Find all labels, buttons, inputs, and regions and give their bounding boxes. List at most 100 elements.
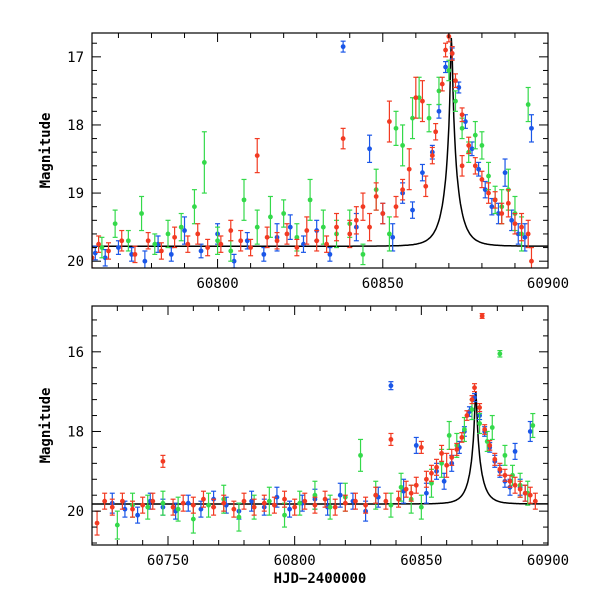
data-point-red-46	[472, 383, 478, 393]
point-marker	[424, 476, 429, 482]
data-point-blue-17	[327, 246, 333, 262]
point-marker	[476, 166, 482, 172]
point-marker	[426, 115, 432, 121]
point-marker	[444, 462, 450, 468]
x-tick-label: 60850	[362, 276, 404, 292]
data-point-red-49	[486, 182, 492, 204]
data-point-red-52	[497, 462, 503, 476]
point-marker	[486, 190, 491, 196]
point-marker	[327, 251, 333, 257]
point-marker	[282, 512, 287, 518]
data-point-green-30	[452, 90, 458, 112]
data-point-green-4	[175, 496, 181, 522]
point-marker	[525, 102, 531, 107]
y-tick-label: 18	[67, 424, 84, 440]
data-point-red-3	[119, 492, 125, 510]
data-point-red-30	[380, 202, 386, 225]
data-point-blue-2	[115, 240, 121, 255]
data-point-green-21	[418, 494, 424, 520]
data-point-green-10	[266, 486, 272, 516]
point-marker	[116, 245, 121, 250]
point-marker	[287, 224, 293, 230]
data-point-red-28	[373, 486, 379, 504]
data-point-blue-3	[129, 246, 135, 262]
point-marker	[388, 437, 394, 442]
data-point-red-10	[205, 238, 211, 257]
point-marker	[522, 490, 528, 496]
data-point-red-13	[221, 494, 227, 512]
point-marker	[459, 112, 465, 118]
point-marker	[443, 64, 448, 70]
data-point-green-30	[489, 414, 495, 441]
y-tick-label: 20	[67, 504, 84, 520]
data-point-red-4	[132, 245, 138, 264]
data-point-green-14	[281, 199, 287, 228]
point-marker	[482, 187, 488, 193]
point-marker	[472, 385, 477, 391]
point-marker	[195, 231, 201, 237]
point-marker	[477, 405, 482, 410]
point-marker	[327, 504, 333, 510]
data-point-red-24	[332, 498, 338, 516]
point-marker	[515, 231, 521, 237]
point-marker	[190, 516, 196, 522]
point-marker	[142, 258, 148, 264]
data-point-red-49	[482, 424, 488, 435]
data-point-red-7	[172, 226, 178, 249]
data-point-red-20	[304, 216, 310, 245]
data-point-red-25	[347, 219, 353, 249]
point-marker	[139, 211, 144, 216]
data-point-green-31	[497, 350, 503, 358]
data-point-green-24	[446, 420, 452, 450]
data-point-blue-11	[244, 231, 250, 250]
data-point-blue-27	[441, 472, 447, 490]
data-point-red-21	[314, 229, 320, 252]
data-point-blue-32	[469, 141, 475, 157]
data-point-red-23	[334, 212, 340, 242]
point-marker	[517, 486, 523, 492]
data-point-red-39	[433, 122, 439, 141]
x-tick-label: 60850	[400, 553, 442, 569]
point-marker	[509, 217, 515, 223]
data-point-red-43	[459, 432, 465, 443]
data-point-red-21	[302, 492, 308, 510]
data-point-red-55	[512, 476, 518, 494]
data-point-blue-20	[367, 134, 373, 164]
point-marker	[231, 258, 237, 264]
point-marker	[388, 502, 394, 508]
point-marker	[170, 504, 176, 510]
point-marker	[332, 504, 338, 510]
data-point-red-12	[211, 498, 217, 516]
point-marker	[436, 108, 442, 114]
point-marker	[373, 492, 379, 498]
data-point-red-31	[396, 490, 402, 508]
point-marker	[464, 413, 470, 418]
point-marker	[190, 502, 196, 508]
data-point-blue-39	[515, 223, 521, 245]
data-point-red-18	[284, 223, 290, 245]
data-point-red-10	[190, 496, 196, 514]
data-point-red-16	[264, 226, 270, 249]
point-marker	[360, 204, 366, 210]
point-marker	[307, 197, 313, 203]
point-marker	[418, 445, 424, 450]
data-point-red-1	[102, 492, 108, 510]
point-marker	[512, 482, 518, 488]
point-marker	[462, 119, 468, 124]
point-marker	[130, 506, 135, 512]
point-marker	[512, 448, 518, 454]
point-marker	[505, 200, 511, 206]
point-marker	[446, 68, 452, 73]
data-point-red-17	[261, 494, 267, 512]
point-marker	[248, 245, 254, 250]
point-marker	[287, 506, 292, 512]
point-marker	[510, 472, 515, 478]
data-point-red-43	[449, 46, 455, 61]
point-marker	[454, 447, 460, 452]
data-point-green-17	[320, 209, 326, 245]
point-marker	[337, 492, 343, 498]
point-marker	[266, 498, 272, 504]
data-point-red-56	[528, 246, 534, 268]
data-point-red-33	[400, 178, 406, 201]
data-point-green-3	[160, 490, 166, 516]
